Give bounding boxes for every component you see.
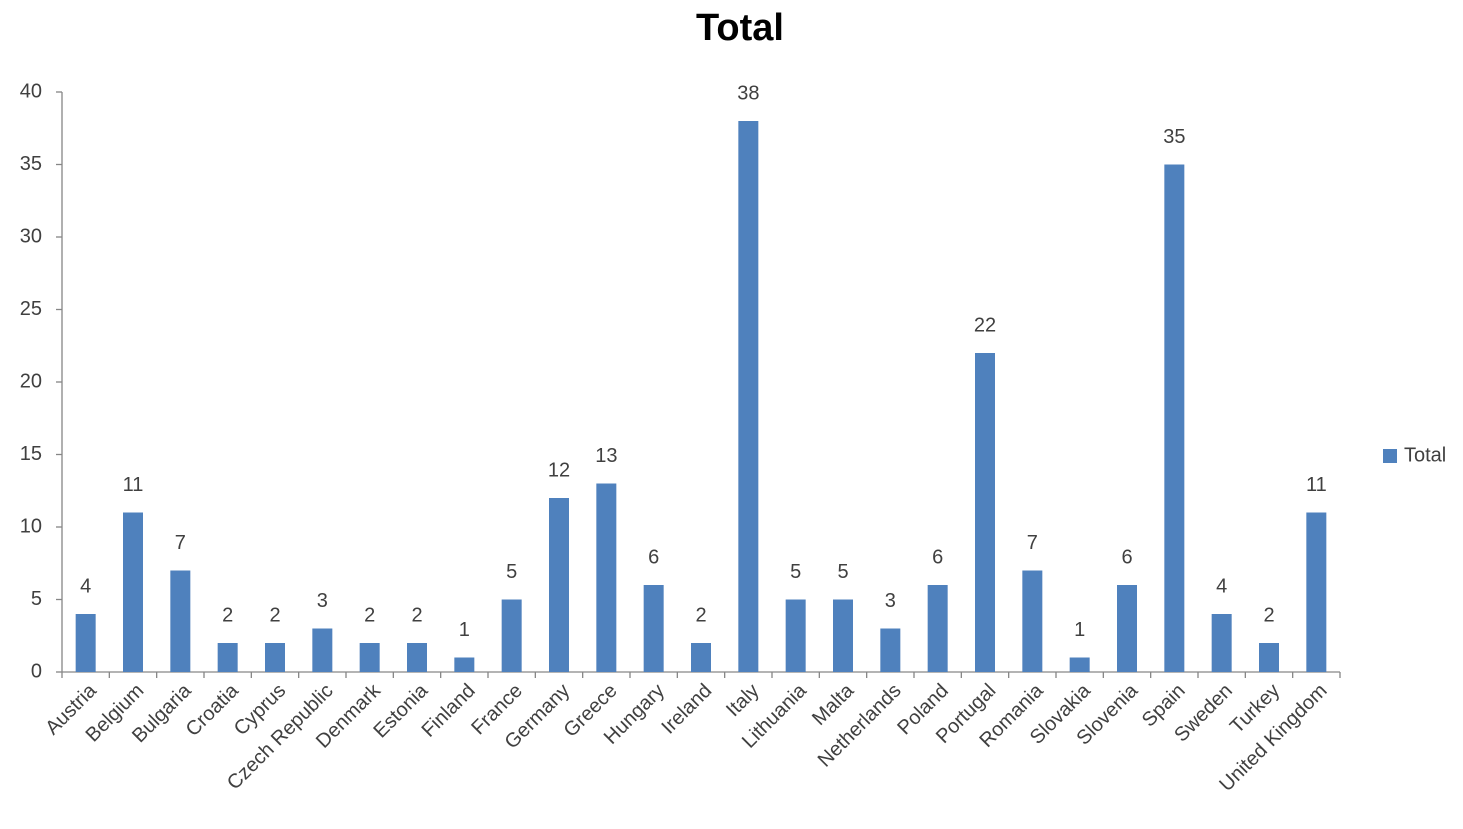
data-label: 11	[123, 474, 144, 496]
bar	[454, 657, 475, 672]
data-label: 2	[695, 604, 706, 626]
data-label: 7	[175, 532, 186, 554]
bar	[170, 570, 191, 672]
bar	[738, 121, 759, 672]
bar	[312, 628, 333, 672]
bar	[407, 643, 427, 672]
bar	[75, 614, 96, 672]
y-tick-label: 5	[31, 588, 42, 610]
data-label: 5	[837, 561, 848, 583]
bar	[975, 353, 995, 672]
x-tick-label: Ireland	[657, 680, 716, 739]
data-label: 22	[974, 314, 996, 336]
data-label: 6	[932, 546, 943, 568]
data-label: 13	[595, 445, 617, 467]
bar	[1259, 643, 1279, 672]
data-label: 3	[317, 590, 328, 612]
bar	[359, 643, 380, 672]
legend-label: Total	[1404, 444, 1446, 466]
bar	[549, 498, 569, 672]
data-label: 11	[1306, 474, 1327, 496]
bar	[880, 628, 901, 672]
data-label: 5	[506, 561, 517, 583]
data-label: 12	[548, 459, 570, 481]
y-tick-label: 30	[20, 225, 42, 247]
bar	[1211, 614, 1232, 672]
data-label: 2	[1263, 604, 1274, 626]
bar	[1164, 164, 1185, 672]
x-tick-label: Finland	[418, 680, 480, 742]
data-label: 3	[885, 590, 896, 612]
y-tick-label: 10	[20, 515, 42, 537]
bar	[1069, 657, 1090, 672]
bar	[217, 643, 238, 672]
y-tick-label: 0	[31, 660, 42, 682]
bar	[596, 483, 617, 672]
bar	[1306, 512, 1327, 672]
x-tick-label: Italy	[722, 680, 763, 721]
data-label: 2	[269, 604, 280, 626]
bar	[643, 585, 664, 672]
y-tick-label: 15	[20, 443, 42, 465]
bar	[501, 599, 522, 672]
data-label: 1	[1074, 619, 1085, 641]
data-label: 6	[648, 546, 659, 568]
y-tick-label: 40	[20, 80, 42, 102]
bar	[927, 585, 948, 672]
bar	[1022, 570, 1043, 672]
data-label: 7	[1027, 532, 1038, 554]
data-label: 4	[1216, 575, 1227, 597]
legend-swatch	[1383, 449, 1397, 463]
data-label: 2	[364, 604, 375, 626]
data-label: 38	[737, 82, 759, 104]
y-tick-label: 25	[20, 298, 42, 320]
x-tick-label: Croatia	[182, 679, 244, 741]
bar	[833, 599, 853, 672]
data-label: 5	[790, 561, 801, 583]
data-label: 1	[459, 619, 470, 641]
bar	[123, 512, 143, 672]
data-label: 2	[411, 604, 422, 626]
data-label: 2	[222, 604, 233, 626]
bar	[691, 643, 711, 672]
bar	[265, 643, 285, 672]
y-tick-label: 20	[20, 370, 42, 392]
data-label: 35	[1163, 126, 1185, 148]
data-label: 6	[1121, 546, 1132, 568]
bar	[785, 599, 806, 672]
chart-title: Total	[696, 7, 784, 49]
data-label: 4	[80, 575, 91, 597]
y-tick-label: 35	[20, 153, 42, 175]
bar	[1117, 585, 1137, 672]
